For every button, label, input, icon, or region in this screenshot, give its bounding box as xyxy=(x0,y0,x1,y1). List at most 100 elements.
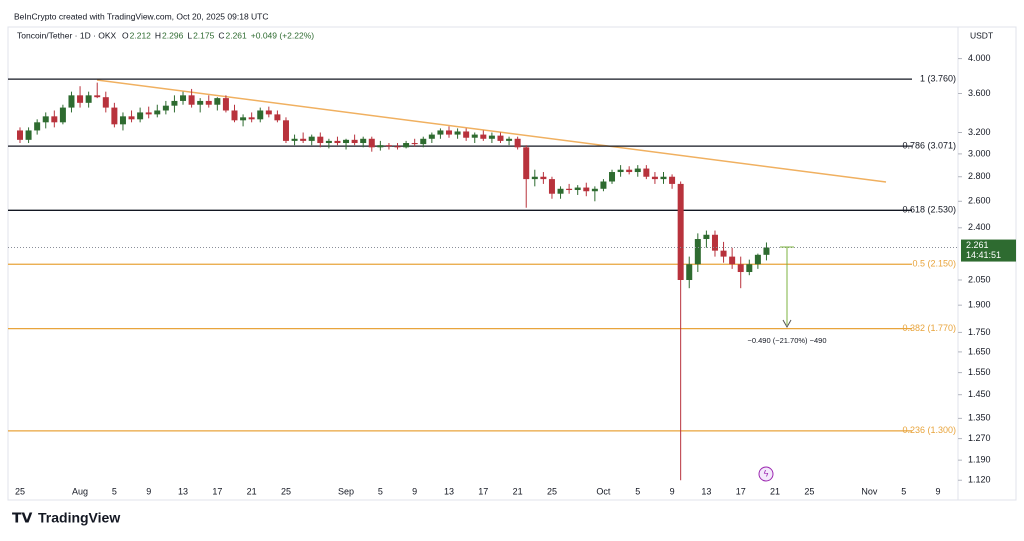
y-tick-label: 1.120 xyxy=(968,475,991,485)
price-label: 2.261 xyxy=(966,240,989,250)
candle-body xyxy=(180,95,187,101)
candle-body xyxy=(77,95,84,103)
ohlc-key: L xyxy=(187,30,192,40)
candle-body xyxy=(754,254,761,265)
y-tick-label: 1.350 xyxy=(968,413,991,423)
candle-body xyxy=(626,169,633,173)
candle-body xyxy=(119,116,126,125)
candle-body xyxy=(411,143,418,145)
candle-body xyxy=(523,147,530,180)
candle-body xyxy=(145,112,152,115)
chart-frame xyxy=(7,26,1017,501)
candle-body xyxy=(51,116,58,123)
candle-body xyxy=(59,107,66,123)
measure-arrow xyxy=(782,319,792,329)
candle-body xyxy=(128,116,135,120)
x-tick-label: 13 xyxy=(178,486,188,496)
symbol: Toncoin/Tether · 1D · OKX xyxy=(17,30,117,40)
x-tick-label: 21 xyxy=(513,486,523,496)
ohlc-key: C xyxy=(218,30,224,40)
ohlc-value: 2.212 xyxy=(130,30,152,40)
candle-body xyxy=(514,138,521,148)
candle-body xyxy=(334,140,341,144)
x-tick-label: Aug xyxy=(72,486,88,496)
candle-body xyxy=(231,110,238,121)
x-tick-label: 5 xyxy=(112,486,117,496)
candle-body xyxy=(265,110,272,115)
candle-body xyxy=(403,143,410,148)
y-tick-label: 2.600 xyxy=(968,196,991,206)
ohlc-value: 2.261 xyxy=(225,30,247,40)
x-tick-label: 21 xyxy=(770,486,780,496)
fib-label: 0.618 (2.530) xyxy=(902,205,956,215)
y-tick-label: 2.800 xyxy=(968,171,991,181)
candle-body xyxy=(385,145,392,147)
x-tick-label: 17 xyxy=(212,486,222,496)
candle-body xyxy=(282,120,289,141)
candle-body xyxy=(34,122,41,131)
y-tick-label: 1.650 xyxy=(968,346,991,356)
candle-body xyxy=(506,138,513,141)
x-tick-label: Sep xyxy=(338,486,354,496)
x-tick-label: 25 xyxy=(15,486,25,496)
y-tick-label: 3.200 xyxy=(968,127,991,137)
candle-body xyxy=(531,176,538,180)
x-tick-label: 21 xyxy=(247,486,257,496)
candle-body xyxy=(669,176,676,184)
fib-label: 0.5 (2.150) xyxy=(912,259,956,269)
candle-body xyxy=(171,100,178,106)
credit: BeInCrypto created with TradingView.com,… xyxy=(14,11,269,21)
candle-body xyxy=(111,107,118,125)
candle-body xyxy=(540,176,547,180)
y-tick-label: 1.270 xyxy=(968,433,991,443)
y-tick-label: 3.600 xyxy=(968,88,991,98)
y-tick-label: 3.000 xyxy=(968,148,991,158)
candle-body xyxy=(351,139,358,144)
candle-body xyxy=(737,264,744,273)
candle-body xyxy=(480,134,487,139)
candle-body xyxy=(317,136,324,144)
x-tick-label: 13 xyxy=(701,486,711,496)
candle-body xyxy=(300,138,307,141)
candle-body xyxy=(591,188,598,192)
candle-body xyxy=(308,136,315,141)
fib-label: 1 (3.760) xyxy=(920,73,956,83)
candle-body xyxy=(248,117,255,120)
candle-body xyxy=(291,138,298,141)
candle-body xyxy=(660,176,667,180)
candle-body xyxy=(137,112,144,120)
candle-body xyxy=(17,130,23,140)
candle-body xyxy=(428,134,435,139)
brand-logo: 𝗧𝗩 xyxy=(12,510,33,526)
candle-body xyxy=(197,100,204,105)
candle-body xyxy=(377,145,384,148)
candle-body xyxy=(94,95,101,98)
candle-body xyxy=(240,117,247,121)
y-tick-label: 2.400 xyxy=(968,222,991,232)
x-tick-label: 25 xyxy=(281,486,291,496)
candle-body xyxy=(360,138,367,144)
x-tick-label: 17 xyxy=(478,486,488,496)
fib-label: 0.382 (1.770) xyxy=(902,323,956,333)
ohlc-key: H xyxy=(155,30,161,40)
candle-body xyxy=(694,239,701,265)
candle-body xyxy=(188,95,195,105)
currency: USDT xyxy=(970,30,993,40)
candle-body xyxy=(325,140,332,144)
candle-body xyxy=(437,130,444,135)
candle-body xyxy=(583,187,590,192)
candle-body xyxy=(454,131,461,135)
candle-body xyxy=(471,134,478,138)
trend-line xyxy=(96,79,887,183)
candle-body xyxy=(446,130,452,135)
x-tick-label: 13 xyxy=(444,486,454,496)
y-tick-label: 1.550 xyxy=(968,367,991,377)
x-tick-label: 9 xyxy=(412,486,417,496)
candle-body xyxy=(154,110,161,115)
candle-body xyxy=(257,110,264,120)
x-tick-label: 9 xyxy=(146,486,151,496)
candle-body xyxy=(205,100,212,105)
candle-body xyxy=(420,138,427,145)
brand: TradingView xyxy=(38,510,120,526)
